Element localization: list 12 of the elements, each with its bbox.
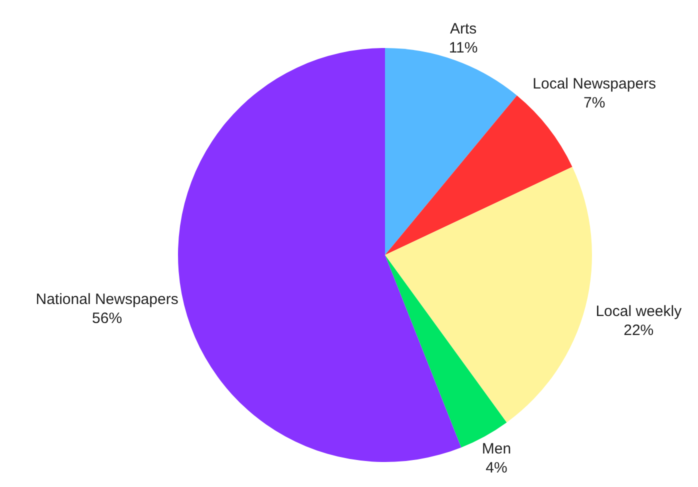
slice-label: Arts [450, 20, 477, 38]
data-label: 4% [486, 460, 508, 477]
slice-label: Local weekly [596, 303, 682, 320]
data-label: 11% [448, 40, 478, 57]
slice-label: National Newspapers [36, 291, 178, 308]
data-label: 56% [92, 310, 122, 328]
pie-slice [385, 166, 592, 422]
slice-label: Local Newspapers [532, 76, 656, 93]
data-label: 22% [624, 322, 654, 340]
data-label: 7% [583, 94, 606, 112]
pie-slice [385, 96, 572, 255]
slice-label: Men [482, 440, 512, 458]
